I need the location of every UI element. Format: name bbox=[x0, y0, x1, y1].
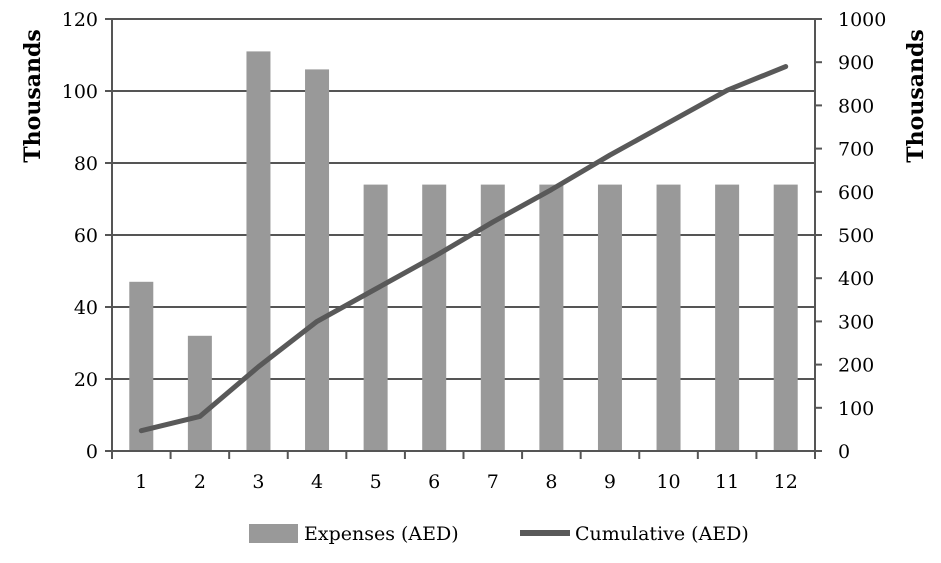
tick-labels: 0 20 40 60 80 100 120 0 100 200 300 400 500 600 700 800… bbox=[62, 9, 887, 493]
x-tick-label: 3 bbox=[252, 471, 264, 493]
expense-bar bbox=[539, 184, 564, 451]
legend-label-cumulative: Cumulative (AED) bbox=[575, 523, 749, 545]
cumulative-line-group bbox=[138, 64, 789, 434]
y-left-tick-label: 20 bbox=[74, 369, 98, 391]
x-tick-label: 6 bbox=[428, 471, 440, 493]
y-left-tick-label: 100 bbox=[62, 81, 98, 103]
expense-bar bbox=[246, 51, 271, 452]
x-tick-label: 9 bbox=[604, 471, 616, 493]
axes bbox=[105, 18, 822, 459]
legend-swatch-expenses bbox=[249, 524, 298, 543]
expense-bar bbox=[187, 335, 212, 451]
expense-bar bbox=[773, 184, 798, 451]
x-tick-label: 11 bbox=[715, 471, 739, 493]
y-right-tick-label: 0 bbox=[838, 441, 850, 463]
y-right-tick-label: 100 bbox=[838, 398, 874, 420]
y-right-tick-label: 500 bbox=[838, 225, 874, 247]
expense-bar bbox=[422, 184, 447, 451]
y-left-tick-label: 60 bbox=[74, 225, 98, 247]
x-tick-label: 2 bbox=[194, 471, 206, 493]
y-right-tick-label: 1000 bbox=[838, 9, 886, 31]
y-right-tick-label: 200 bbox=[838, 355, 874, 377]
x-tick-label: 8 bbox=[545, 471, 557, 493]
legend-label-expenses: Expenses (AED) bbox=[304, 523, 459, 545]
expense-bar bbox=[305, 69, 330, 452]
expense-bar bbox=[363, 184, 388, 451]
x-tick-label: 4 bbox=[311, 471, 323, 493]
x-tick-label: 7 bbox=[487, 471, 499, 493]
y-left-tick-label: 120 bbox=[62, 9, 98, 31]
y-right-tick-label: 400 bbox=[838, 268, 874, 290]
y-right-tick-label: 300 bbox=[838, 311, 874, 333]
y-left-tick-label: 0 bbox=[86, 441, 98, 463]
y-right-axis-title: Thousands bbox=[903, 29, 929, 162]
y-right-tick-label: 700 bbox=[838, 139, 874, 161]
legend: Expenses (AED) Cumulative (AED) bbox=[249, 523, 749, 545]
x-tick-label: 5 bbox=[370, 471, 382, 493]
y-left-tick-label: 40 bbox=[74, 297, 98, 319]
x-tick-label: 1 bbox=[135, 471, 147, 493]
y-left-axis-title: Thousands bbox=[20, 29, 46, 162]
expense-bar bbox=[597, 184, 622, 451]
x-tick-label: 10 bbox=[656, 471, 680, 493]
expense-bar bbox=[129, 281, 154, 451]
expense-bar bbox=[715, 184, 740, 451]
expense-bar bbox=[656, 184, 681, 451]
x-tick-label: 12 bbox=[774, 471, 798, 493]
y-right-tick-label: 800 bbox=[838, 95, 874, 117]
y-right-tick-label: 900 bbox=[838, 52, 874, 74]
y-right-tick-label: 600 bbox=[838, 182, 874, 204]
y-left-tick-label: 80 bbox=[74, 153, 98, 175]
cumulative-line bbox=[138, 64, 789, 434]
gridlines bbox=[112, 18, 815, 380]
